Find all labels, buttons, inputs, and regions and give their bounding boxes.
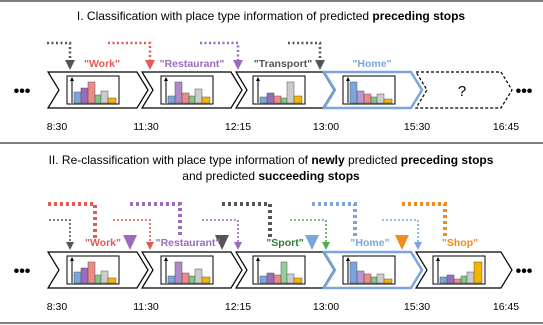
time-label: 15:30 xyxy=(404,121,430,133)
ellipsis-right-2: ••• xyxy=(516,263,533,280)
label-shop: "Shop" xyxy=(442,237,478,249)
label-home: "Home" xyxy=(352,58,391,70)
mini-chart-home xyxy=(342,255,396,285)
stop-box-unknown xyxy=(414,71,513,109)
time-label: 13:00 xyxy=(313,121,339,133)
time-label: 15:30 xyxy=(404,301,430,313)
mini-chart-work xyxy=(66,75,120,105)
panel2-title-line1: II. Re-classification with place type in… xyxy=(49,153,494,167)
label-sport: "Sport" xyxy=(266,237,303,249)
mini-chart-restaurant xyxy=(160,75,214,105)
time-label: 8:30 xyxy=(47,301,68,313)
panel1-title: I. Classification with place type inform… xyxy=(77,9,465,23)
time-label: 11:30 xyxy=(133,121,159,133)
time-label: 13:00 xyxy=(313,301,339,313)
panel2-thin-arrows xyxy=(49,219,419,244)
time-label: 16:45 xyxy=(493,301,519,313)
panel2-title-line2: and predicted succeeding stops xyxy=(182,169,360,183)
panel2-thin-arrowheads xyxy=(66,242,422,250)
mini-chart-shop xyxy=(432,255,486,285)
question-mark: ? xyxy=(458,83,466,100)
mini-chart-transport xyxy=(252,75,306,105)
mini-chart-sport xyxy=(252,255,306,285)
ellipsis-left-1: ••• xyxy=(14,83,31,100)
label-home: "Home" xyxy=(350,237,389,249)
panel2-times: 8:30 11:30 12:15 13:00 15:30 16:45 xyxy=(47,301,520,313)
label-transport: "Transport" xyxy=(254,58,312,70)
time-label: 12:15 xyxy=(225,301,251,313)
time-label: 8:30 xyxy=(47,121,68,133)
time-label: 16:45 xyxy=(493,121,519,133)
label-work: "Work" xyxy=(84,58,120,70)
mini-chart-home xyxy=(342,75,396,105)
time-label: 12:15 xyxy=(225,121,251,133)
panel1-times: 8:30 11:30 12:15 13:00 15:30 16:45 xyxy=(47,121,520,133)
label-restaurant: "Restaurant" xyxy=(160,58,225,70)
panel1-arrowheads xyxy=(65,60,325,70)
panel2-thick-arrows xyxy=(48,202,447,238)
panel2-thick-arrowheads xyxy=(123,235,409,250)
mini-chart-work xyxy=(66,255,120,285)
ellipsis-left-2: ••• xyxy=(14,263,31,280)
label-work: "Work" xyxy=(85,237,121,249)
ellipsis-right-1: ••• xyxy=(516,83,533,100)
mini-chart-restaurant xyxy=(160,255,214,285)
time-label: 11:30 xyxy=(133,301,159,313)
label-restaurant: "Restaurant" xyxy=(156,237,221,249)
panel1-arrows xyxy=(47,41,322,62)
